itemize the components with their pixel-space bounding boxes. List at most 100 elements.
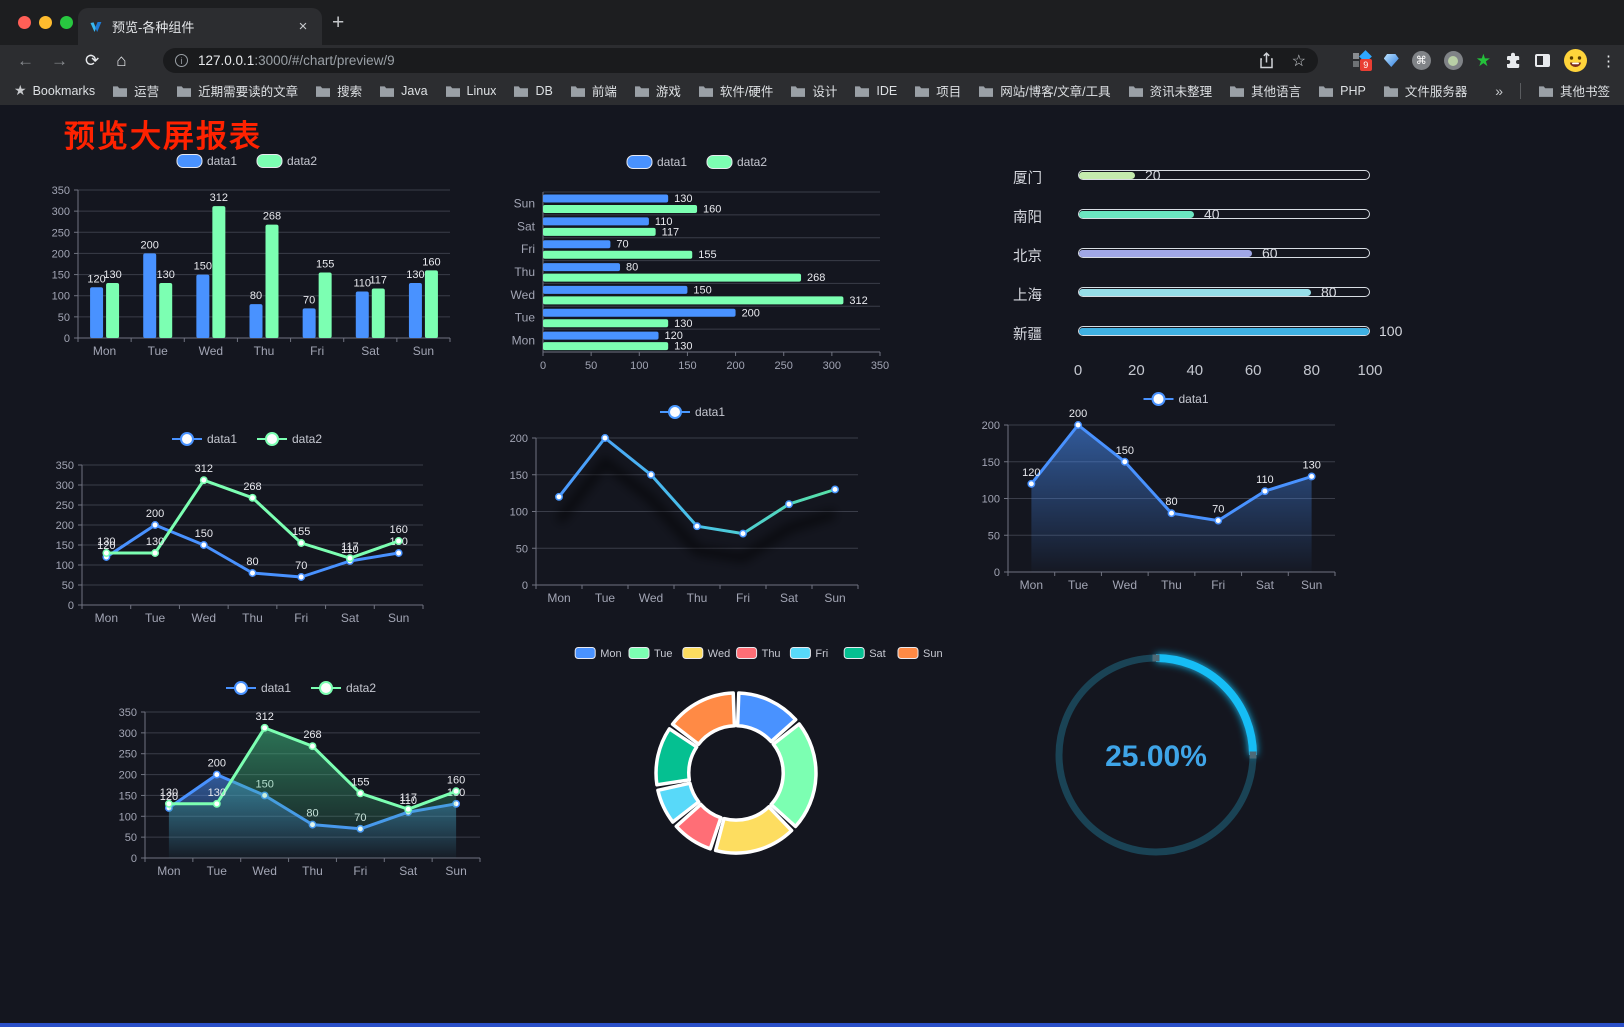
site-info-icon[interactable] bbox=[175, 54, 188, 67]
gauge-progress-chart: 25.00% bbox=[1040, 628, 1390, 896]
svg-text:Thu: Thu bbox=[254, 344, 275, 358]
side-panel-icon[interactable] bbox=[1535, 54, 1550, 67]
command-extension-icon[interactable]: ⌘ bbox=[1411, 51, 1431, 70]
svg-text:160: 160 bbox=[389, 524, 407, 536]
home-icon[interactable]: ⌂ bbox=[116, 50, 127, 70]
bookmark-item[interactable]: 设计 bbox=[790, 81, 837, 100]
url-text[interactable]: 127.0.0.1:3000/#/chart/preview/9 bbox=[198, 53, 395, 68]
svg-text:Sun: Sun bbox=[388, 611, 409, 625]
reload-icon[interactable]: ⟳ bbox=[85, 50, 100, 70]
bookmark-item[interactable]: DB bbox=[513, 84, 553, 98]
bookmark-item[interactable]: 文件服务器 bbox=[1383, 81, 1467, 100]
svg-text:data1: data1 bbox=[261, 681, 291, 695]
tab-close-icon[interactable]: × bbox=[298, 17, 308, 35]
svg-text:300: 300 bbox=[119, 728, 137, 740]
bookmark-item[interactable]: 项目 bbox=[914, 81, 961, 100]
bookmark-item[interactable]: 运营 bbox=[112, 81, 159, 100]
svg-text:Mon: Mon bbox=[547, 591, 570, 605]
browser-tab[interactable]: 预览-各种组件 × bbox=[78, 8, 322, 45]
bookmarks-root-item[interactable]: ★ Bookmarks bbox=[14, 82, 96, 98]
svg-text:Thu: Thu bbox=[687, 591, 708, 605]
folder-icon bbox=[570, 85, 585, 97]
svg-text:120: 120 bbox=[665, 330, 683, 342]
svg-text:268: 268 bbox=[263, 211, 281, 223]
svg-text:Fri: Fri bbox=[521, 242, 535, 256]
svg-text:Tue: Tue bbox=[595, 591, 616, 605]
new-tab-button[interactable]: + bbox=[332, 11, 345, 34]
progress-row: 上海 80 bbox=[1013, 284, 1373, 304]
folder-icon bbox=[1538, 85, 1553, 97]
bookmark-item[interactable]: 近期需要读的文章 bbox=[176, 81, 298, 100]
svg-text:130: 130 bbox=[406, 269, 424, 281]
svg-text:300: 300 bbox=[823, 360, 841, 370]
back-icon[interactable]: ← bbox=[17, 50, 34, 70]
profile-avatar[interactable] bbox=[1563, 48, 1588, 73]
bookmark-item[interactable]: 前端 bbox=[570, 81, 617, 100]
svg-text:data1: data1 bbox=[1179, 392, 1209, 406]
other-bookmarks-item[interactable]: 其他书签 bbox=[1538, 81, 1610, 100]
bookmark-item[interactable]: 软件/硬件 bbox=[698, 81, 773, 100]
svg-text:130: 130 bbox=[103, 269, 121, 281]
folder-icon bbox=[1319, 85, 1334, 97]
svg-text:130: 130 bbox=[97, 536, 115, 548]
forward-icon[interactable]: → bbox=[51, 50, 68, 70]
svg-text:Sun: Sun bbox=[824, 591, 845, 605]
svg-text:150: 150 bbox=[52, 270, 70, 282]
svg-text:80: 80 bbox=[250, 290, 262, 302]
svg-text:70: 70 bbox=[1212, 504, 1224, 516]
browser-tab-strip: 预览-各种组件 × + bbox=[0, 0, 1624, 45]
extension-icon[interactable]: 9 bbox=[1352, 49, 1372, 71]
svg-text:250: 250 bbox=[56, 500, 74, 512]
svg-text:120: 120 bbox=[1022, 467, 1040, 479]
minimize-window-button[interactable] bbox=[39, 16, 52, 29]
svg-text:0: 0 bbox=[994, 567, 1000, 579]
svg-text:120: 120 bbox=[87, 273, 105, 285]
svg-text:Mon: Mon bbox=[95, 611, 118, 625]
puzzle-extensions-icon[interactable] bbox=[1504, 52, 1522, 70]
page-title: 预览大屏报表 bbox=[64, 119, 262, 154]
svg-text:Sat: Sat bbox=[361, 344, 380, 358]
bookmarks-overflow-chevron[interactable]: » bbox=[1495, 82, 1503, 99]
svg-text:Wed: Wed bbox=[199, 344, 223, 358]
svg-text:300: 300 bbox=[56, 480, 74, 492]
svg-text:Fri: Fri bbox=[353, 864, 367, 878]
svg-text:Sat: Sat bbox=[869, 648, 886, 660]
browser-menu-icon[interactable]: ⋮ bbox=[1601, 52, 1616, 70]
bookmarks-divider bbox=[1519, 82, 1521, 99]
bookmark-item[interactable]: IDE bbox=[854, 84, 897, 98]
svg-text:50: 50 bbox=[585, 360, 597, 370]
bookmark-item[interactable]: Java bbox=[379, 84, 428, 98]
svg-text:268: 268 bbox=[243, 481, 261, 493]
area-line-chart: data1 0 50 100 150 200 Mon Tue Wed Thu Fri Sat Sun 12… bbox=[968, 385, 1390, 603]
bookmark-item[interactable]: 游戏 bbox=[634, 81, 681, 100]
folder-icon bbox=[791, 85, 806, 97]
close-window-button[interactable] bbox=[18, 16, 31, 29]
bookmark-item[interactable]: 搜索 bbox=[315, 81, 362, 100]
favicon bbox=[90, 21, 102, 32]
bookmark-item[interactable]: 其他语言 bbox=[1229, 81, 1301, 100]
address-bar[interactable]: 127.0.0.1:3000/#/chart/preview/9 ☆ bbox=[163, 48, 1318, 73]
bookmark-item[interactable]: Linux bbox=[445, 84, 496, 98]
folder-icon bbox=[1128, 85, 1143, 97]
svg-text:155: 155 bbox=[698, 249, 716, 261]
svg-text:110: 110 bbox=[341, 544, 359, 556]
svg-text:data1: data1 bbox=[695, 405, 725, 419]
bookmark-item[interactable]: PHP bbox=[1318, 84, 1366, 98]
share-icon[interactable] bbox=[1259, 52, 1274, 69]
circle-extension-icon[interactable] bbox=[1443, 51, 1463, 70]
bookmark-item[interactable]: 资讯未整理 bbox=[1128, 81, 1212, 100]
gem-extension-icon[interactable] bbox=[1383, 54, 1399, 67]
zoom-window-button[interactable] bbox=[60, 16, 73, 29]
svg-text:130: 130 bbox=[674, 341, 692, 353]
two-series-line-chart: data1 data2 0 50 100 150 200 250 300 350 Mon Tue Wed… bbox=[40, 425, 460, 640]
gradient-line-chart: data1 0 50 100 150 200 Mon Tue Wed Thu Fri Sat Sun bbox=[488, 398, 903, 613]
svg-text:0: 0 bbox=[540, 360, 546, 370]
svg-text:25.00%: 25.00% bbox=[1105, 740, 1207, 773]
svg-text:150: 150 bbox=[678, 360, 696, 370]
folder-icon bbox=[380, 85, 395, 97]
svg-text:150: 150 bbox=[119, 790, 137, 802]
star-extension-icon[interactable]: ★ bbox=[1475, 50, 1491, 70]
bookmark-star-icon[interactable]: ☆ bbox=[1291, 52, 1306, 70]
svg-text:117: 117 bbox=[370, 275, 388, 287]
bookmark-item[interactable]: 网站/博客/文章/工具 bbox=[978, 81, 1111, 100]
